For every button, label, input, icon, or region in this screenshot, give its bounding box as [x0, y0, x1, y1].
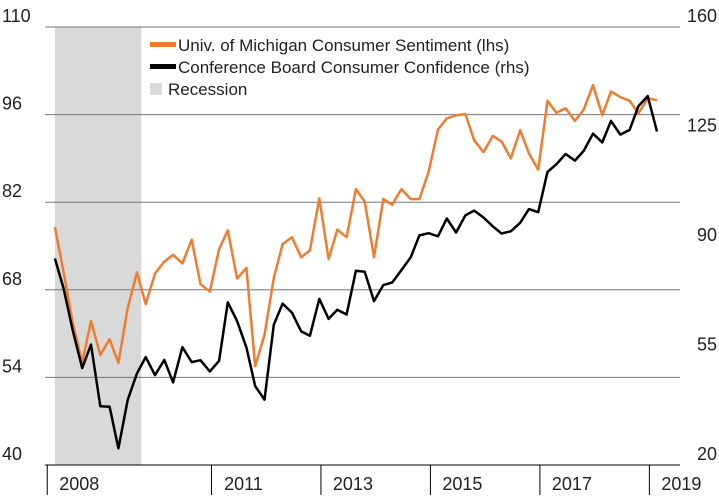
y-tick-label: 110 [2, 6, 31, 26]
y-tick-label: 54 [2, 356, 22, 376]
legend-swatch [150, 42, 176, 47]
y2-tick-label: 125 [687, 116, 717, 136]
x-tick-label: 2017 [552, 474, 592, 494]
legend-label: Conference Board Consumer Confidence (rh… [178, 58, 530, 77]
y-tick-label: 82 [2, 181, 22, 201]
legend-swatch [150, 64, 176, 69]
y-tick-label: 40 [2, 444, 22, 464]
legend-label: Recession [168, 80, 247, 99]
y-tick-label: 96 [2, 94, 22, 114]
series-line [53, 94, 659, 450]
y2-tick-label: 55 [697, 335, 717, 355]
y2-tick-label: 20 [697, 444, 717, 464]
x-tick-label: 2011 [224, 474, 263, 494]
legend-label: Univ. of Michigan Consumer Sentiment (lh… [178, 36, 509, 55]
x-tick-label: 2013 [333, 474, 373, 494]
y2-tick-label: 160 [687, 6, 717, 26]
x-tick-label: 2019 [661, 474, 701, 494]
x-tick-label: 2015 [442, 474, 482, 494]
legend-swatch [150, 83, 162, 95]
y-tick-label: 68 [2, 269, 22, 289]
x-tick-label: 2008 [59, 474, 99, 494]
series-line [53, 83, 658, 368]
y2-tick-label: 90 [697, 225, 717, 245]
